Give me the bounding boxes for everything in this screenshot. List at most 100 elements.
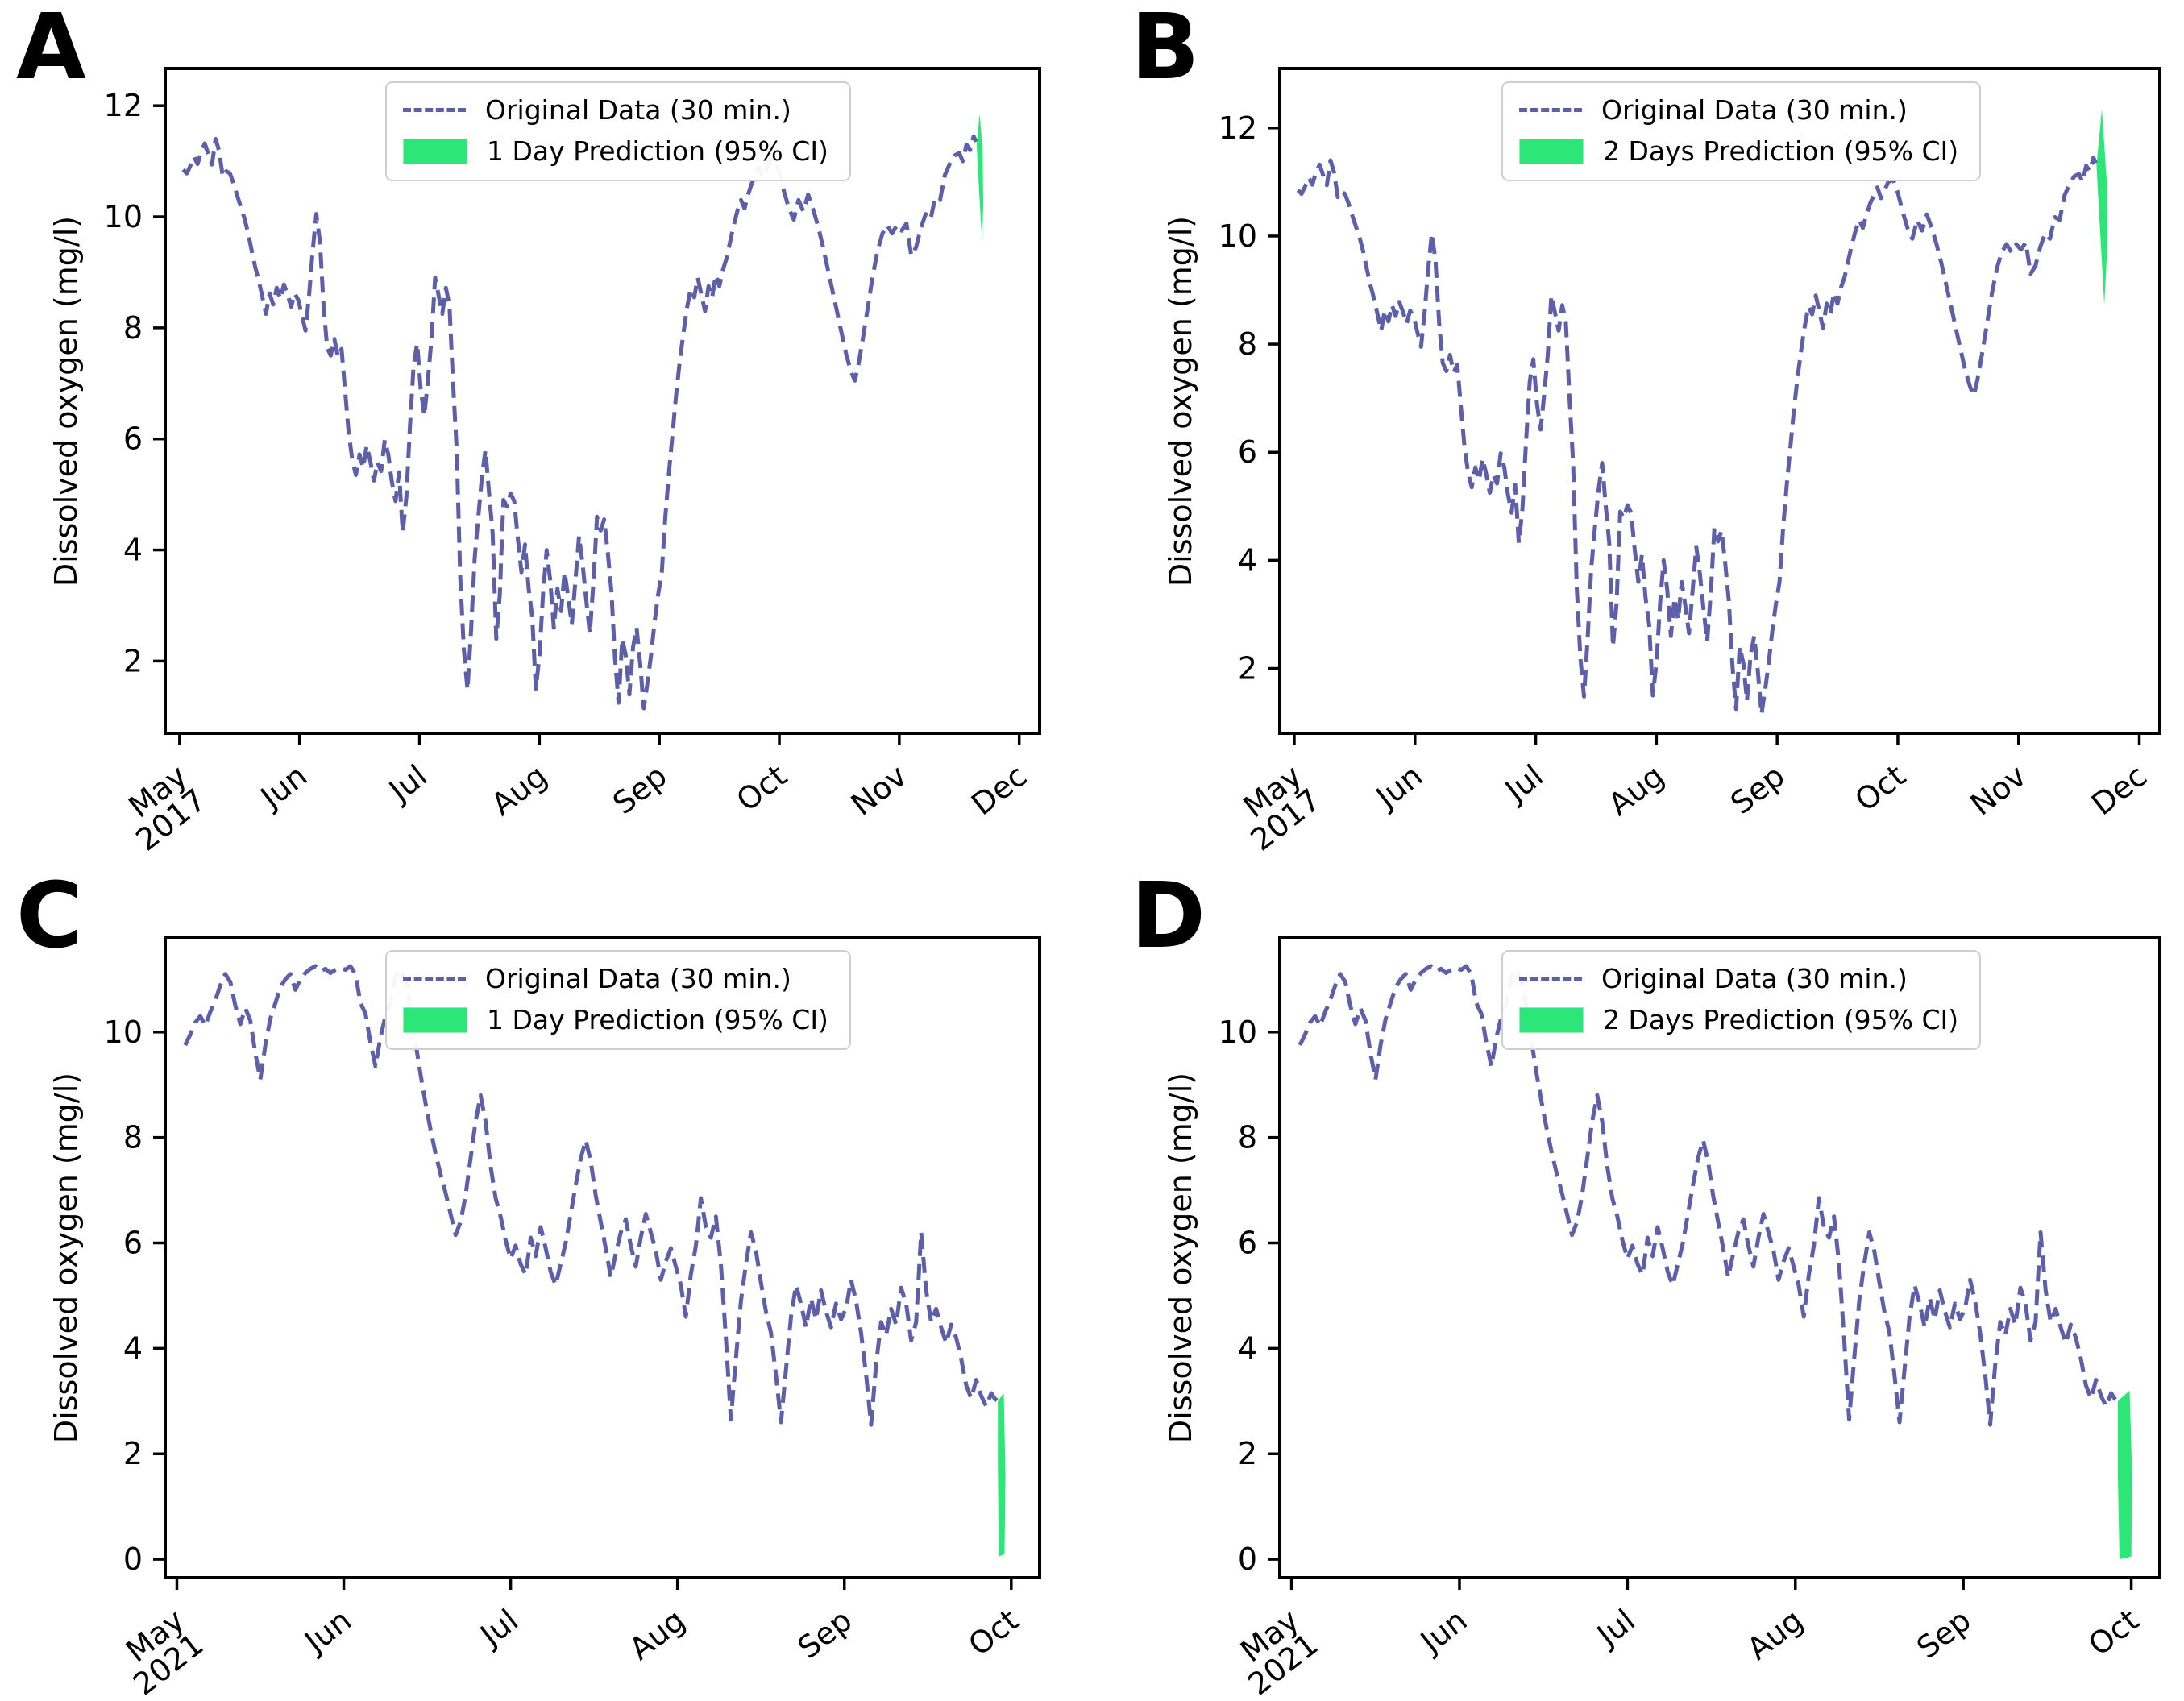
x-tick-label: Dec — [2085, 757, 2153, 822]
x-tick-label: Aug — [1741, 1602, 1810, 1666]
svg-text:May2021: May2021 — [108, 1602, 210, 1701]
y-tick-label: 4 — [1238, 1330, 1257, 1366]
svg-text:Aug: Aug — [1741, 1602, 1810, 1666]
y-tick-label: 10 — [1219, 1014, 1257, 1050]
svg-text:Oct: Oct — [2082, 1602, 2145, 1662]
y-tick-label: 0 — [123, 1541, 143, 1577]
svg-text:Jul: Jul — [381, 757, 434, 809]
prediction-band-swatch-icon — [1519, 1006, 1584, 1033]
legend-item-original-data: Original Data (30 min.) — [403, 963, 828, 994]
y-tick-label: 6 — [1238, 434, 1257, 470]
svg-text:Oct: Oct — [730, 757, 794, 818]
x-tick-label: Nov — [845, 757, 914, 822]
x-tick-label: Nov — [1964, 757, 2033, 822]
panel-d-y-axis-title: Dissolved oxygen (mg/l) — [1163, 1072, 1198, 1443]
x-tick-label: Sep — [1910, 1602, 1978, 1666]
panel-b-label: B — [1131, 0, 1200, 100]
dashed-line-swatch-icon — [403, 108, 466, 112]
y-tick-label: 8 — [123, 310, 143, 346]
x-tick-label: Sep — [791, 1602, 859, 1666]
y-tick-label: 12 — [104, 88, 143, 123]
x-tick-label: May2021 — [1234, 1602, 1324, 1701]
panel-c-y-axis-title: Dissolved oxygen (mg/l) — [48, 1072, 84, 1443]
svg-text:Oct: Oct — [961, 1602, 1025, 1662]
svg-text:Sep: Sep — [791, 1602, 859, 1666]
dashed-line-swatch-icon — [1519, 108, 1582, 112]
svg-text:Jul: Jul — [472, 1602, 525, 1653]
panel-c-legend: Original Data (30 min.) 1 Day Prediction… — [385, 950, 851, 1050]
plot-spines — [1278, 936, 2161, 1579]
panel-a-label: A — [16, 0, 86, 100]
x-tick-label: Jun — [297, 1602, 358, 1660]
panel-a-legend: Original Data (30 min.) 1 Day Prediction… — [385, 81, 851, 181]
y-tick-label: 12 — [1219, 110, 1257, 146]
y-tick-label: 2 — [1238, 651, 1257, 687]
y-tick-label: 8 — [1238, 326, 1257, 362]
svg-text:Sep: Sep — [1724, 757, 1792, 821]
panel-a-y-axis-title: Dissolved oxygen (mg/l) — [48, 215, 84, 587]
legend-label-prediction: 2 Days Prediction (95% CI) — [1603, 135, 1959, 167]
plot-spines — [1278, 67, 2161, 735]
prediction-band — [998, 1393, 1006, 1557]
svg-text:May2017: May2017 — [110, 757, 213, 857]
panel-b-y-axis-title: Dissolved oxygen (mg/l) — [1163, 215, 1198, 587]
panel-b-plot: 2 4 6 8 10 12 May2017 Jun Jul Aug Sep Oct Nov Dec — [1219, 67, 2161, 858]
x-tick-label: Jul — [472, 1602, 525, 1653]
y-tick-label: 8 — [123, 1120, 143, 1155]
x-tick-label: Jun — [253, 757, 313, 815]
legend-label-original-data: Original Data (30 min.) — [485, 963, 791, 994]
legend-label-original-data: Original Data (30 min.) — [1601, 94, 1908, 126]
x-tick-label: Jul — [1497, 757, 1550, 809]
svg-text:Dec: Dec — [965, 757, 1033, 822]
legend-item-prediction: 2 Days Prediction (95% CI) — [1519, 135, 1958, 167]
svg-text:Dec: Dec — [2085, 757, 2153, 822]
svg-text:Jun: Jun — [297, 1602, 358, 1660]
x-tick-label: May2021 — [108, 1602, 210, 1701]
legend-label-prediction: 1 Day Prediction (95% CI) — [487, 135, 828, 167]
dashed-line-swatch-icon — [1519, 977, 1582, 981]
prediction-band-swatch-icon — [403, 138, 467, 164]
panel-c-plot: 0 2 4 6 8 10 May2021 Jun Jul Aug Sep Oct — [104, 936, 1041, 1701]
x-tick-label: Oct — [961, 1602, 1025, 1662]
plot-spines — [164, 936, 1041, 1579]
x-tick-label: Jul — [381, 757, 434, 809]
panel-c-label: C — [16, 864, 83, 969]
panel-d-legend: Original Data (30 min.) 2 Days Predictio… — [1501, 950, 1982, 1050]
prediction-band — [976, 114, 983, 242]
legend-item-prediction: 2 Days Prediction (95% CI) — [1519, 1004, 1958, 1035]
legend-label-original-data: Original Data (30 min.) — [485, 94, 791, 126]
x-tick-label: Dec — [965, 757, 1033, 822]
svg-text:Aug: Aug — [623, 1602, 692, 1666]
dashed-line-swatch-icon — [403, 977, 466, 981]
y-tick-label: 4 — [123, 1330, 143, 1366]
original-data-line — [183, 964, 999, 1427]
original-data-line — [181, 134, 978, 711]
panel-d-label: D — [1131, 864, 1206, 969]
x-tick-label: Jul — [1589, 1602, 1642, 1653]
plot-spines — [164, 67, 1041, 735]
legend-item-prediction: 1 Day Prediction (95% CI) — [403, 1004, 828, 1035]
x-tick-label: Sep — [1724, 757, 1792, 821]
x-tick-label: Jun — [1413, 1602, 1473, 1660]
y-tick-label: 4 — [123, 533, 143, 568]
svg-text:Sep: Sep — [606, 757, 674, 821]
svg-text:Jul: Jul — [1497, 757, 1550, 809]
y-tick-label: 2 — [123, 643, 143, 678]
y-tick-label: 10 — [104, 1014, 143, 1050]
x-tick-label: Oct — [1849, 757, 1912, 818]
svg-text:Oct: Oct — [1849, 757, 1912, 818]
x-tick-label: Aug — [484, 757, 554, 822]
panel-a-plot: 2 4 6 8 10 12 May2017 Jun Jul Aug Sep Oct Nov Dec — [104, 67, 1041, 858]
svg-text:Aug: Aug — [1601, 757, 1671, 822]
svg-text:Nov: Nov — [1964, 757, 2033, 822]
svg-text:Jun: Jun — [1368, 757, 1429, 815]
svg-text:Jun: Jun — [1413, 1602, 1473, 1660]
y-tick-label: 10 — [104, 199, 143, 234]
y-tick-label: 6 — [123, 1226, 143, 1261]
y-tick-label: 6 — [1238, 1226, 1257, 1261]
prediction-band-swatch-icon — [1519, 138, 1584, 164]
legend-item-prediction: 1 Day Prediction (95% CI) — [403, 135, 828, 167]
svg-text:Jun: Jun — [253, 757, 313, 815]
svg-text:Jul: Jul — [1589, 1602, 1642, 1653]
